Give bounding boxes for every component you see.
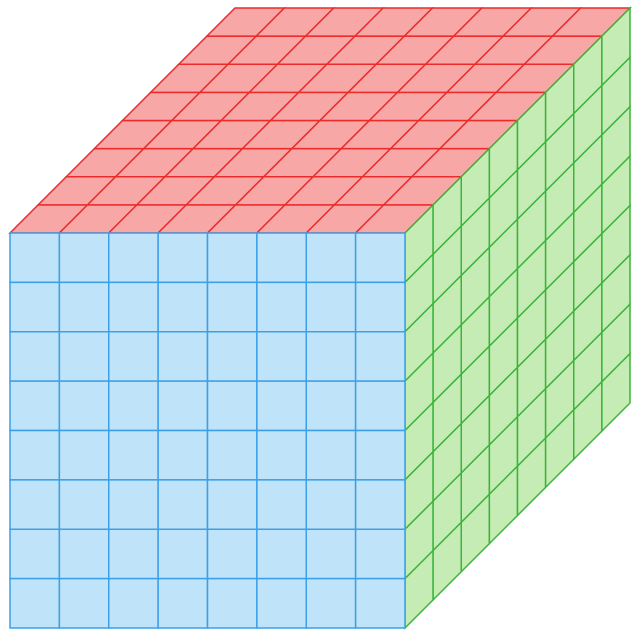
- front-cell: [158, 579, 207, 628]
- front-cell: [257, 579, 306, 628]
- isometric-cube-diagram: [0, 0, 640, 638]
- front-cell: [257, 381, 306, 430]
- front-cell: [59, 332, 108, 381]
- front-cell: [59, 480, 108, 529]
- front-cell: [306, 282, 355, 331]
- front-cell: [306, 579, 355, 628]
- front-cell: [109, 282, 158, 331]
- front-cell: [208, 529, 257, 578]
- front-cell: [10, 579, 59, 628]
- front-cell: [208, 233, 257, 282]
- front-cell: [59, 282, 108, 331]
- front-cell: [306, 233, 355, 282]
- front-cell: [208, 332, 257, 381]
- front-cell: [208, 579, 257, 628]
- front-cell: [306, 431, 355, 480]
- front-cell: [109, 381, 158, 430]
- front-cell: [10, 233, 59, 282]
- front-cell: [10, 529, 59, 578]
- front-cell: [10, 431, 59, 480]
- front-cell: [356, 431, 405, 480]
- front-cell: [158, 381, 207, 430]
- front-cell: [10, 381, 59, 430]
- front-cell: [356, 579, 405, 628]
- front-cell: [109, 233, 158, 282]
- front-cell: [306, 480, 355, 529]
- front-cell: [356, 529, 405, 578]
- front-cell: [59, 529, 108, 578]
- front-cell: [306, 529, 355, 578]
- front-cell: [356, 381, 405, 430]
- front-cell: [59, 431, 108, 480]
- front-cell: [109, 480, 158, 529]
- front-cell: [158, 529, 207, 578]
- front-cell: [208, 431, 257, 480]
- front-cell: [257, 282, 306, 331]
- front-cell: [158, 233, 207, 282]
- front-cell: [109, 529, 158, 578]
- front-cell: [356, 233, 405, 282]
- front-cell: [158, 480, 207, 529]
- front-cell: [59, 233, 108, 282]
- front-cell: [208, 282, 257, 331]
- front-cell: [306, 381, 355, 430]
- front-cell: [158, 431, 207, 480]
- front-cell: [306, 332, 355, 381]
- front-cell: [109, 579, 158, 628]
- front-cell: [208, 480, 257, 529]
- front-cell: [109, 332, 158, 381]
- front-cell: [257, 529, 306, 578]
- front-cell: [10, 282, 59, 331]
- front-cell: [356, 282, 405, 331]
- front-cell: [10, 332, 59, 381]
- front-cell: [158, 332, 207, 381]
- front-cell: [356, 332, 405, 381]
- cube-front-face: [10, 233, 405, 628]
- front-cell: [59, 381, 108, 430]
- front-cell: [59, 579, 108, 628]
- front-cell: [208, 381, 257, 430]
- front-cell: [257, 480, 306, 529]
- front-cell: [356, 480, 405, 529]
- front-cell: [109, 431, 158, 480]
- front-cell: [10, 480, 59, 529]
- front-cell: [158, 282, 207, 331]
- front-cell: [257, 332, 306, 381]
- front-cell: [257, 233, 306, 282]
- front-cell: [257, 431, 306, 480]
